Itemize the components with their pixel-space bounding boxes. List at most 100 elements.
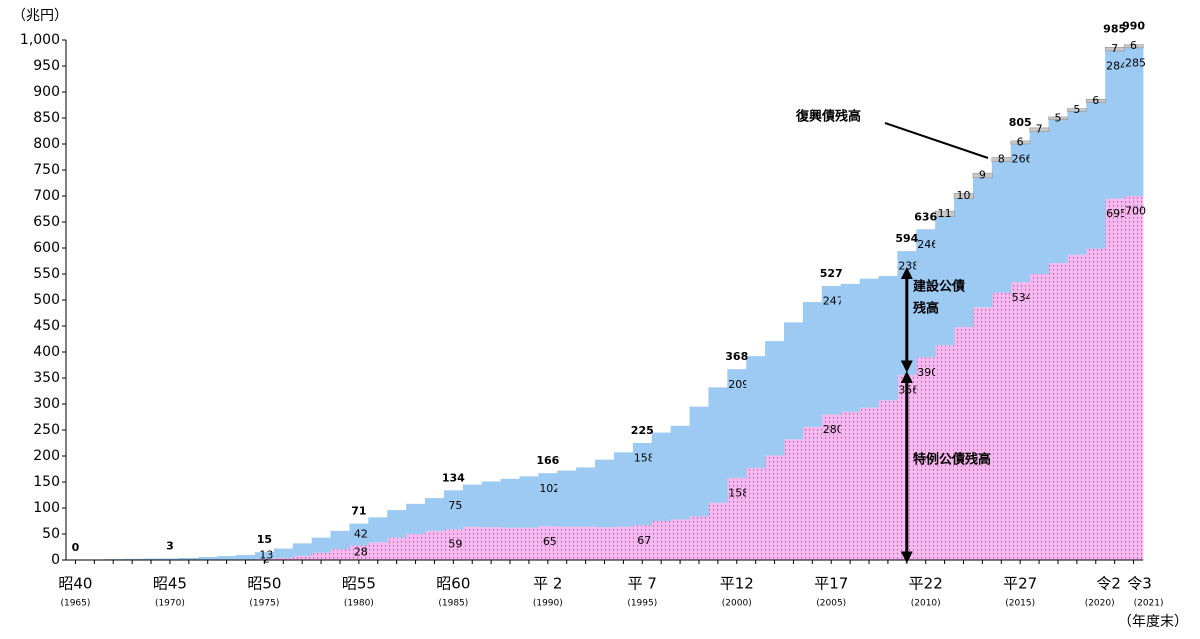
y-tick-label: 800 — [33, 136, 60, 152]
area-step — [803, 427, 822, 560]
value-label: 28 — [354, 546, 368, 559]
y-tick-label: 250 — [33, 422, 60, 438]
area-step — [1124, 48, 1143, 196]
area-step — [425, 498, 444, 531]
value-label: 6 — [1130, 39, 1137, 52]
total-label: 3 — [166, 539, 174, 552]
value-label: 7 — [1036, 123, 1043, 136]
y-tick-label: 500 — [33, 292, 60, 308]
total-label: 225 — [631, 424, 654, 437]
value-label: 11 — [938, 207, 952, 220]
area-step — [1049, 120, 1068, 264]
area-step — [1105, 51, 1124, 199]
total-label: 527 — [820, 267, 843, 280]
total-label: 805 — [1009, 116, 1032, 129]
y-tick-label: 750 — [33, 162, 60, 178]
area-step — [652, 433, 671, 521]
area-step — [954, 327, 973, 560]
value-label: 6 — [1092, 94, 1099, 107]
annotation: 残高 — [913, 301, 939, 317]
x-tick-label: 平 2 — [533, 575, 562, 593]
area-step — [878, 276, 897, 400]
value-label: 59 — [448, 538, 462, 551]
total-label: 71 — [351, 505, 366, 518]
y-unit: （兆円） — [12, 8, 68, 24]
value-label: 102 — [539, 482, 560, 495]
area-step — [557, 471, 576, 527]
value-label: 356 — [898, 383, 919, 396]
area-step — [1124, 196, 1143, 560]
value-label: 67 — [637, 534, 651, 547]
y-tick-label: 0 — [51, 552, 60, 568]
area-step — [1086, 102, 1105, 248]
value-label: 285 — [1125, 56, 1146, 69]
area-step — [312, 553, 331, 560]
area-step — [387, 538, 406, 560]
value-label: 246 — [917, 238, 938, 251]
annotation: 特例公債残高 — [913, 452, 991, 468]
x-tick-year: (1995) — [627, 599, 657, 609]
x-tick-label: 昭60 — [436, 575, 470, 593]
x-tick-year: (1975) — [249, 599, 279, 609]
area-step — [368, 517, 387, 542]
area-step — [746, 356, 765, 468]
area-step — [1086, 249, 1105, 560]
x-tick-year: (2000) — [722, 599, 752, 609]
y-tick-label: 600 — [33, 240, 60, 256]
area-step — [841, 412, 860, 560]
value-label: 75 — [448, 499, 462, 512]
x-tick-year: (1990) — [533, 599, 563, 609]
area-step — [708, 503, 727, 560]
area-step — [878, 400, 897, 560]
area-step — [708, 387, 727, 502]
area-step — [765, 341, 784, 455]
y-tick-label: 950 — [33, 58, 60, 74]
area-step — [671, 519, 690, 560]
x-unit: （年度末） — [1118, 614, 1188, 630]
value-label: 284 — [1106, 60, 1127, 73]
value-label: 5 — [1054, 111, 1061, 124]
y-tick-label: 450 — [33, 318, 60, 334]
value-label: 158 — [728, 486, 749, 499]
area-step — [614, 527, 633, 560]
area-step — [217, 556, 236, 560]
annotation: 建設公債 — [913, 279, 965, 295]
x-tick-year: (1980) — [344, 599, 374, 609]
area-step — [992, 162, 1011, 293]
area-step — [1030, 274, 1049, 560]
area-step — [992, 293, 1011, 560]
value-label: 10 — [957, 189, 971, 202]
area-step — [463, 527, 482, 560]
area-step — [463, 485, 482, 527]
y-tick-label: 1,000 — [20, 32, 60, 48]
area-step — [690, 516, 709, 560]
area-step — [557, 527, 576, 560]
area-step — [331, 531, 350, 549]
area-step — [784, 322, 803, 439]
value-label: 266 — [1012, 153, 1033, 166]
value-label: 7 — [1111, 42, 1118, 55]
value-label: 390 — [917, 366, 938, 379]
area-step — [482, 481, 501, 527]
total-label: 368 — [725, 350, 748, 363]
area-step — [501, 479, 520, 528]
x-tick-label: 令3 — [1127, 575, 1152, 593]
area-step — [841, 284, 860, 412]
value-label: 158 — [634, 452, 655, 465]
x-tick-year: (1970) — [155, 599, 185, 609]
x-tick-year: (2010) — [911, 599, 941, 609]
area-step — [954, 199, 973, 327]
area-step — [746, 468, 765, 560]
value-label: 65 — [543, 535, 557, 548]
area-step — [368, 542, 387, 560]
x-tick-label: 平12 — [720, 575, 754, 593]
area-step — [501, 528, 520, 560]
x-tick-label: 平 7 — [628, 575, 657, 593]
area-step — [274, 549, 293, 558]
x-tick-label: 昭55 — [342, 575, 376, 593]
y-tick-label: 550 — [33, 266, 60, 282]
area-step — [387, 510, 406, 538]
x-tick-label: 昭40 — [58, 575, 92, 593]
value-label: 209 — [728, 378, 749, 391]
area-step — [293, 556, 312, 560]
